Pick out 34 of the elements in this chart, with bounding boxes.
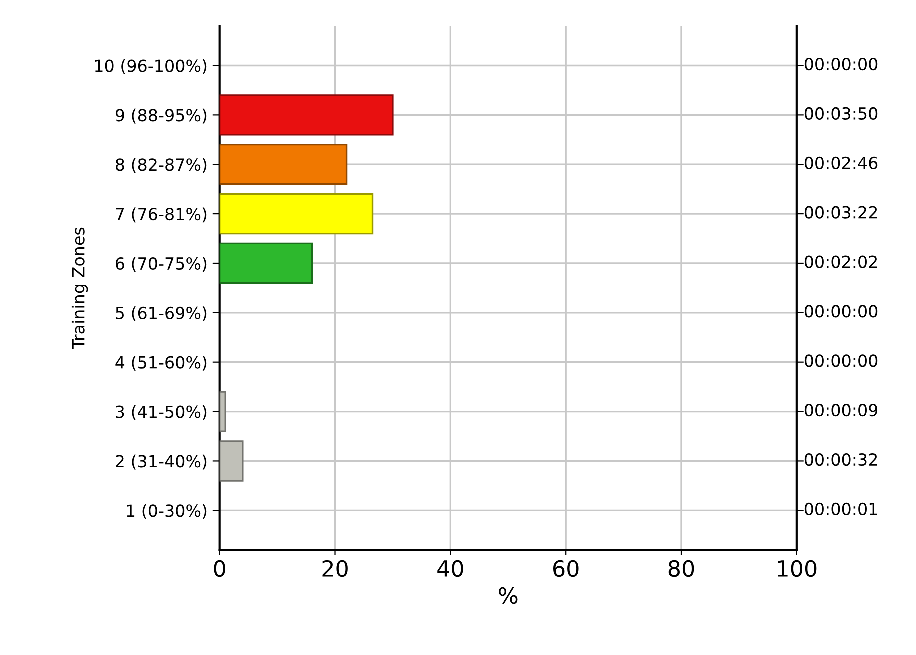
x-tick-label: 40 — [438, 560, 464, 578]
text: 00:00:00 — [804, 58, 878, 71]
y-tick-label: 1 (0-30%) — [127, 504, 207, 520]
text: 00:02:46 — [804, 156, 878, 170]
y-tick-label: 9 (88-95%) — [116, 108, 207, 124]
x-tick-label: 60 — [554, 560, 579, 578]
x-tick-label: 0 — [214, 560, 226, 578]
y-axis-title: Training Zones — [72, 228, 88, 350]
text: 00:00:00 — [804, 354, 878, 368]
y-tick-label: 8 (82-87%) — [116, 158, 207, 174]
y-tick-label: 2 (31-40%) — [116, 454, 207, 470]
text: 00:00:01 — [804, 502, 878, 516]
x-tick-label: 100 — [778, 560, 817, 578]
text: 00:03:50 — [804, 107, 878, 120]
x-tick-label: 80 — [668, 560, 694, 578]
text: 00:00:32 — [804, 453, 878, 466]
y-tick-label: 10 (96-100%) — [95, 59, 207, 74]
bar — [220, 94, 394, 136]
y-tick-label: 7 (76-81%) — [116, 208, 207, 223]
bar — [220, 144, 348, 186]
y-tick-label: 6 (70-75%) — [116, 257, 207, 272]
bar — [220, 440, 244, 482]
text: 00:02:02 — [804, 256, 878, 268]
y-tick-label: 5 (61-69%) — [116, 306, 207, 322]
x-axis-title: % — [499, 587, 518, 604]
text: 00:00:09 — [804, 404, 878, 417]
bar — [220, 242, 314, 284]
bar — [220, 193, 374, 235]
y-tick-label: 4 (51-60%) — [116, 356, 207, 371]
y-tick-label: 3 (41-50%) — [116, 405, 207, 420]
x-tick-label: 20 — [322, 560, 348, 578]
bar — [220, 391, 226, 432]
text: 00:00:00 — [804, 305, 878, 318]
text: 00:03:22 — [804, 206, 878, 219]
